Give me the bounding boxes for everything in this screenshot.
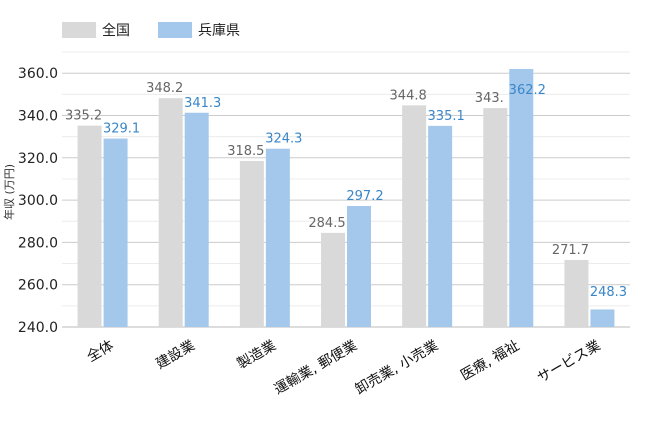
bar-0-1 [158,98,183,327]
bar-1-6 [590,309,615,327]
x-tick-label: 全体 [84,337,117,366]
x-tick-label: 運輸業, 郵便業 [272,338,360,398]
value-label-1-0: 329.1 [103,122,140,137]
value-label-1-1: 341.3 [184,96,221,111]
x-tick-label: 医療, 福祉 [458,337,523,384]
y-tick-label: 340.0 [18,109,58,125]
value-label-0-3: 284.5 [308,216,345,231]
legend-swatch-1 [158,22,192,38]
value-label-1-4: 335.1 [428,109,465,124]
bars [77,69,615,328]
y-axis-label: 年収 (万円) [2,164,16,220]
bar-0-0 [77,125,102,327]
bar-1-1 [184,112,209,327]
value-label-1-5: 362.2 [509,83,546,98]
bar-0-3 [321,232,345,327]
legend-label-0: 全国 [102,22,130,39]
value-label-0-2: 318.5 [227,144,264,159]
y-tick-label: 240.0 [18,320,58,336]
value-label-0-5: 343. [475,91,504,106]
bar-0-6 [564,259,589,327]
value-label-0-4: 344.8 [390,88,427,103]
bar-1-0 [103,138,128,327]
bar-1-4 [428,125,453,328]
value-label-1-2: 324.3 [265,132,302,147]
x-tick-label: サービス業 [535,338,604,387]
bar-0-4 [402,105,427,328]
bar-0-2 [239,160,264,327]
y-tick-label: 360.0 [18,66,58,82]
bar-1-2 [265,148,290,327]
x-tick-label: 製造業 [234,338,278,373]
legend: 全国 兵庫県 [62,22,240,39]
y-tick-label: 280.0 [18,235,58,251]
value-label-0-0: 335.2 [65,109,102,124]
x-tick-label: 建設業 [153,338,197,373]
bar-1-5 [509,69,534,327]
grid-lines [62,51,630,328]
x-tick-label: 卸売業, 小売業 [353,338,441,398]
value-label-1-6: 248.3 [590,285,627,300]
legend-label-1: 兵庫県 [198,22,240,39]
y-tick-label: 320.0 [18,151,58,167]
y-tick-label: 300.0 [18,193,58,209]
legend-swatch-0 [62,22,96,38]
y-tick-label: 260.0 [18,278,58,294]
value-label-0-6: 271.7 [552,243,589,258]
bar-1-3 [347,206,371,327]
value-label-1-3: 297.2 [346,189,383,204]
value-label-0-1: 348.2 [146,81,183,96]
y-axis-ticks: 240.0 260.0 280.0 300.0 320.0 340.0 360.0 [18,66,58,336]
bar-0-5 [483,108,508,327]
